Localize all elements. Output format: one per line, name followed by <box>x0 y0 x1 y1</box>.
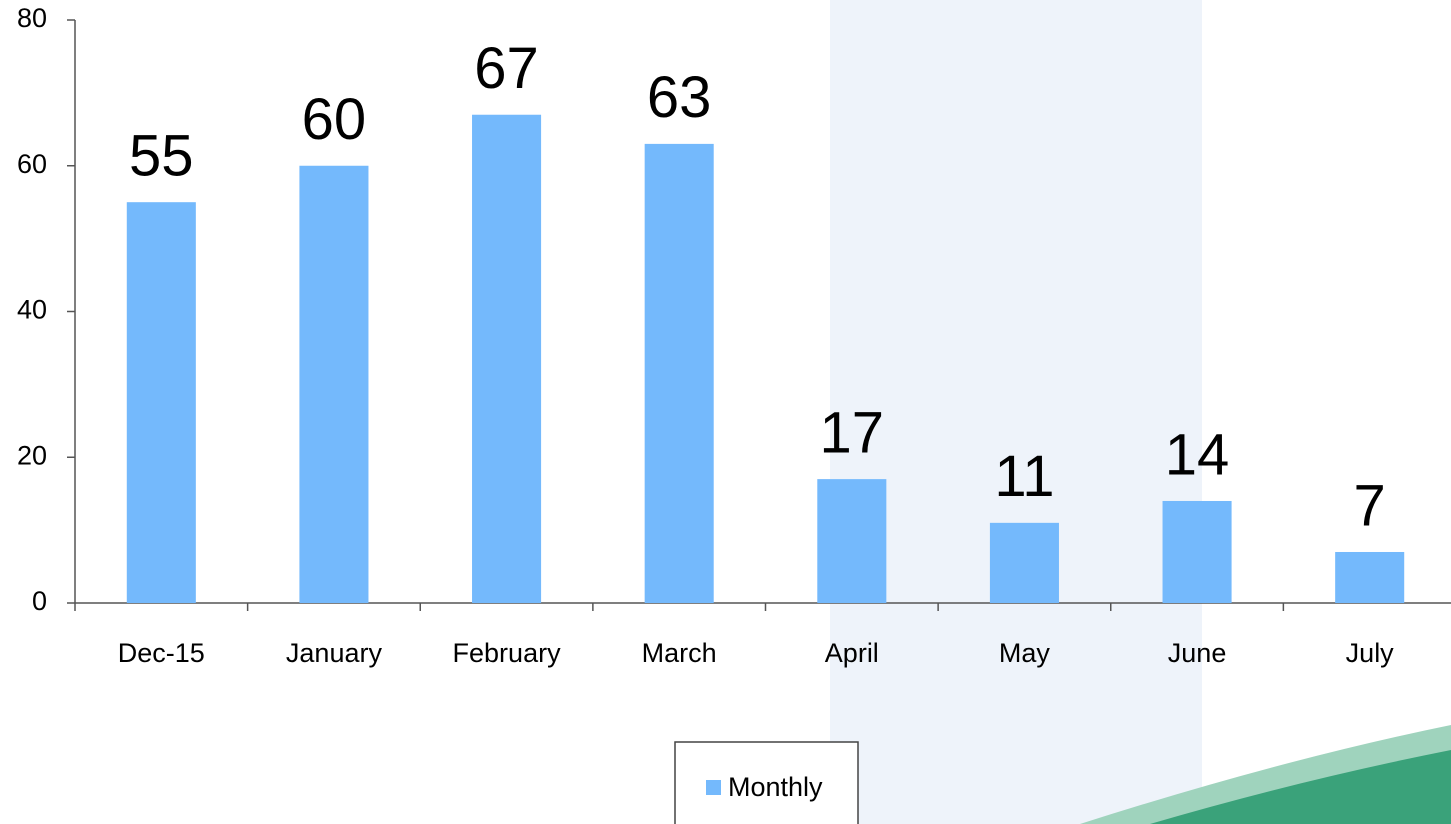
bar <box>989 522 1059 603</box>
value-label: 14 <box>1165 422 1230 487</box>
y-tick-label: 0 <box>32 586 47 616</box>
x-tick-label: May <box>999 638 1051 668</box>
x-tick-label: June <box>1168 638 1227 668</box>
legend-box <box>674 741 859 824</box>
value-label: 17 <box>820 400 885 465</box>
value-label: 67 <box>474 36 539 101</box>
value-label: 11 <box>994 444 1054 509</box>
bar <box>817 479 887 603</box>
bar <box>472 114 542 604</box>
y-tick-label: 40 <box>17 295 47 325</box>
x-tick-label: February <box>453 638 562 668</box>
bar <box>1335 551 1405 603</box>
y-tick-label: 80 <box>17 3 47 33</box>
legend-label: Monthly <box>728 772 823 802</box>
x-tick-label: April <box>825 638 879 668</box>
bar <box>126 202 196 603</box>
background-band <box>830 0 1202 824</box>
value-label: 55 <box>129 124 194 189</box>
y-tick-label: 20 <box>17 440 47 470</box>
legend-swatch <box>706 780 721 795</box>
value-label: 60 <box>302 87 367 152</box>
value-label: 63 <box>647 65 712 130</box>
x-tick-label: July <box>1346 638 1395 668</box>
x-tick-label: January <box>286 638 383 668</box>
x-tick-label: Dec-15 <box>118 638 205 668</box>
background-swoosh <box>1150 750 1451 824</box>
value-label: 7 <box>1354 473 1386 538</box>
bar <box>644 143 714 603</box>
x-tick-label: March <box>642 638 717 668</box>
y-tick-label: 60 <box>17 149 47 179</box>
bar <box>1162 500 1232 603</box>
bar <box>299 165 369 603</box>
